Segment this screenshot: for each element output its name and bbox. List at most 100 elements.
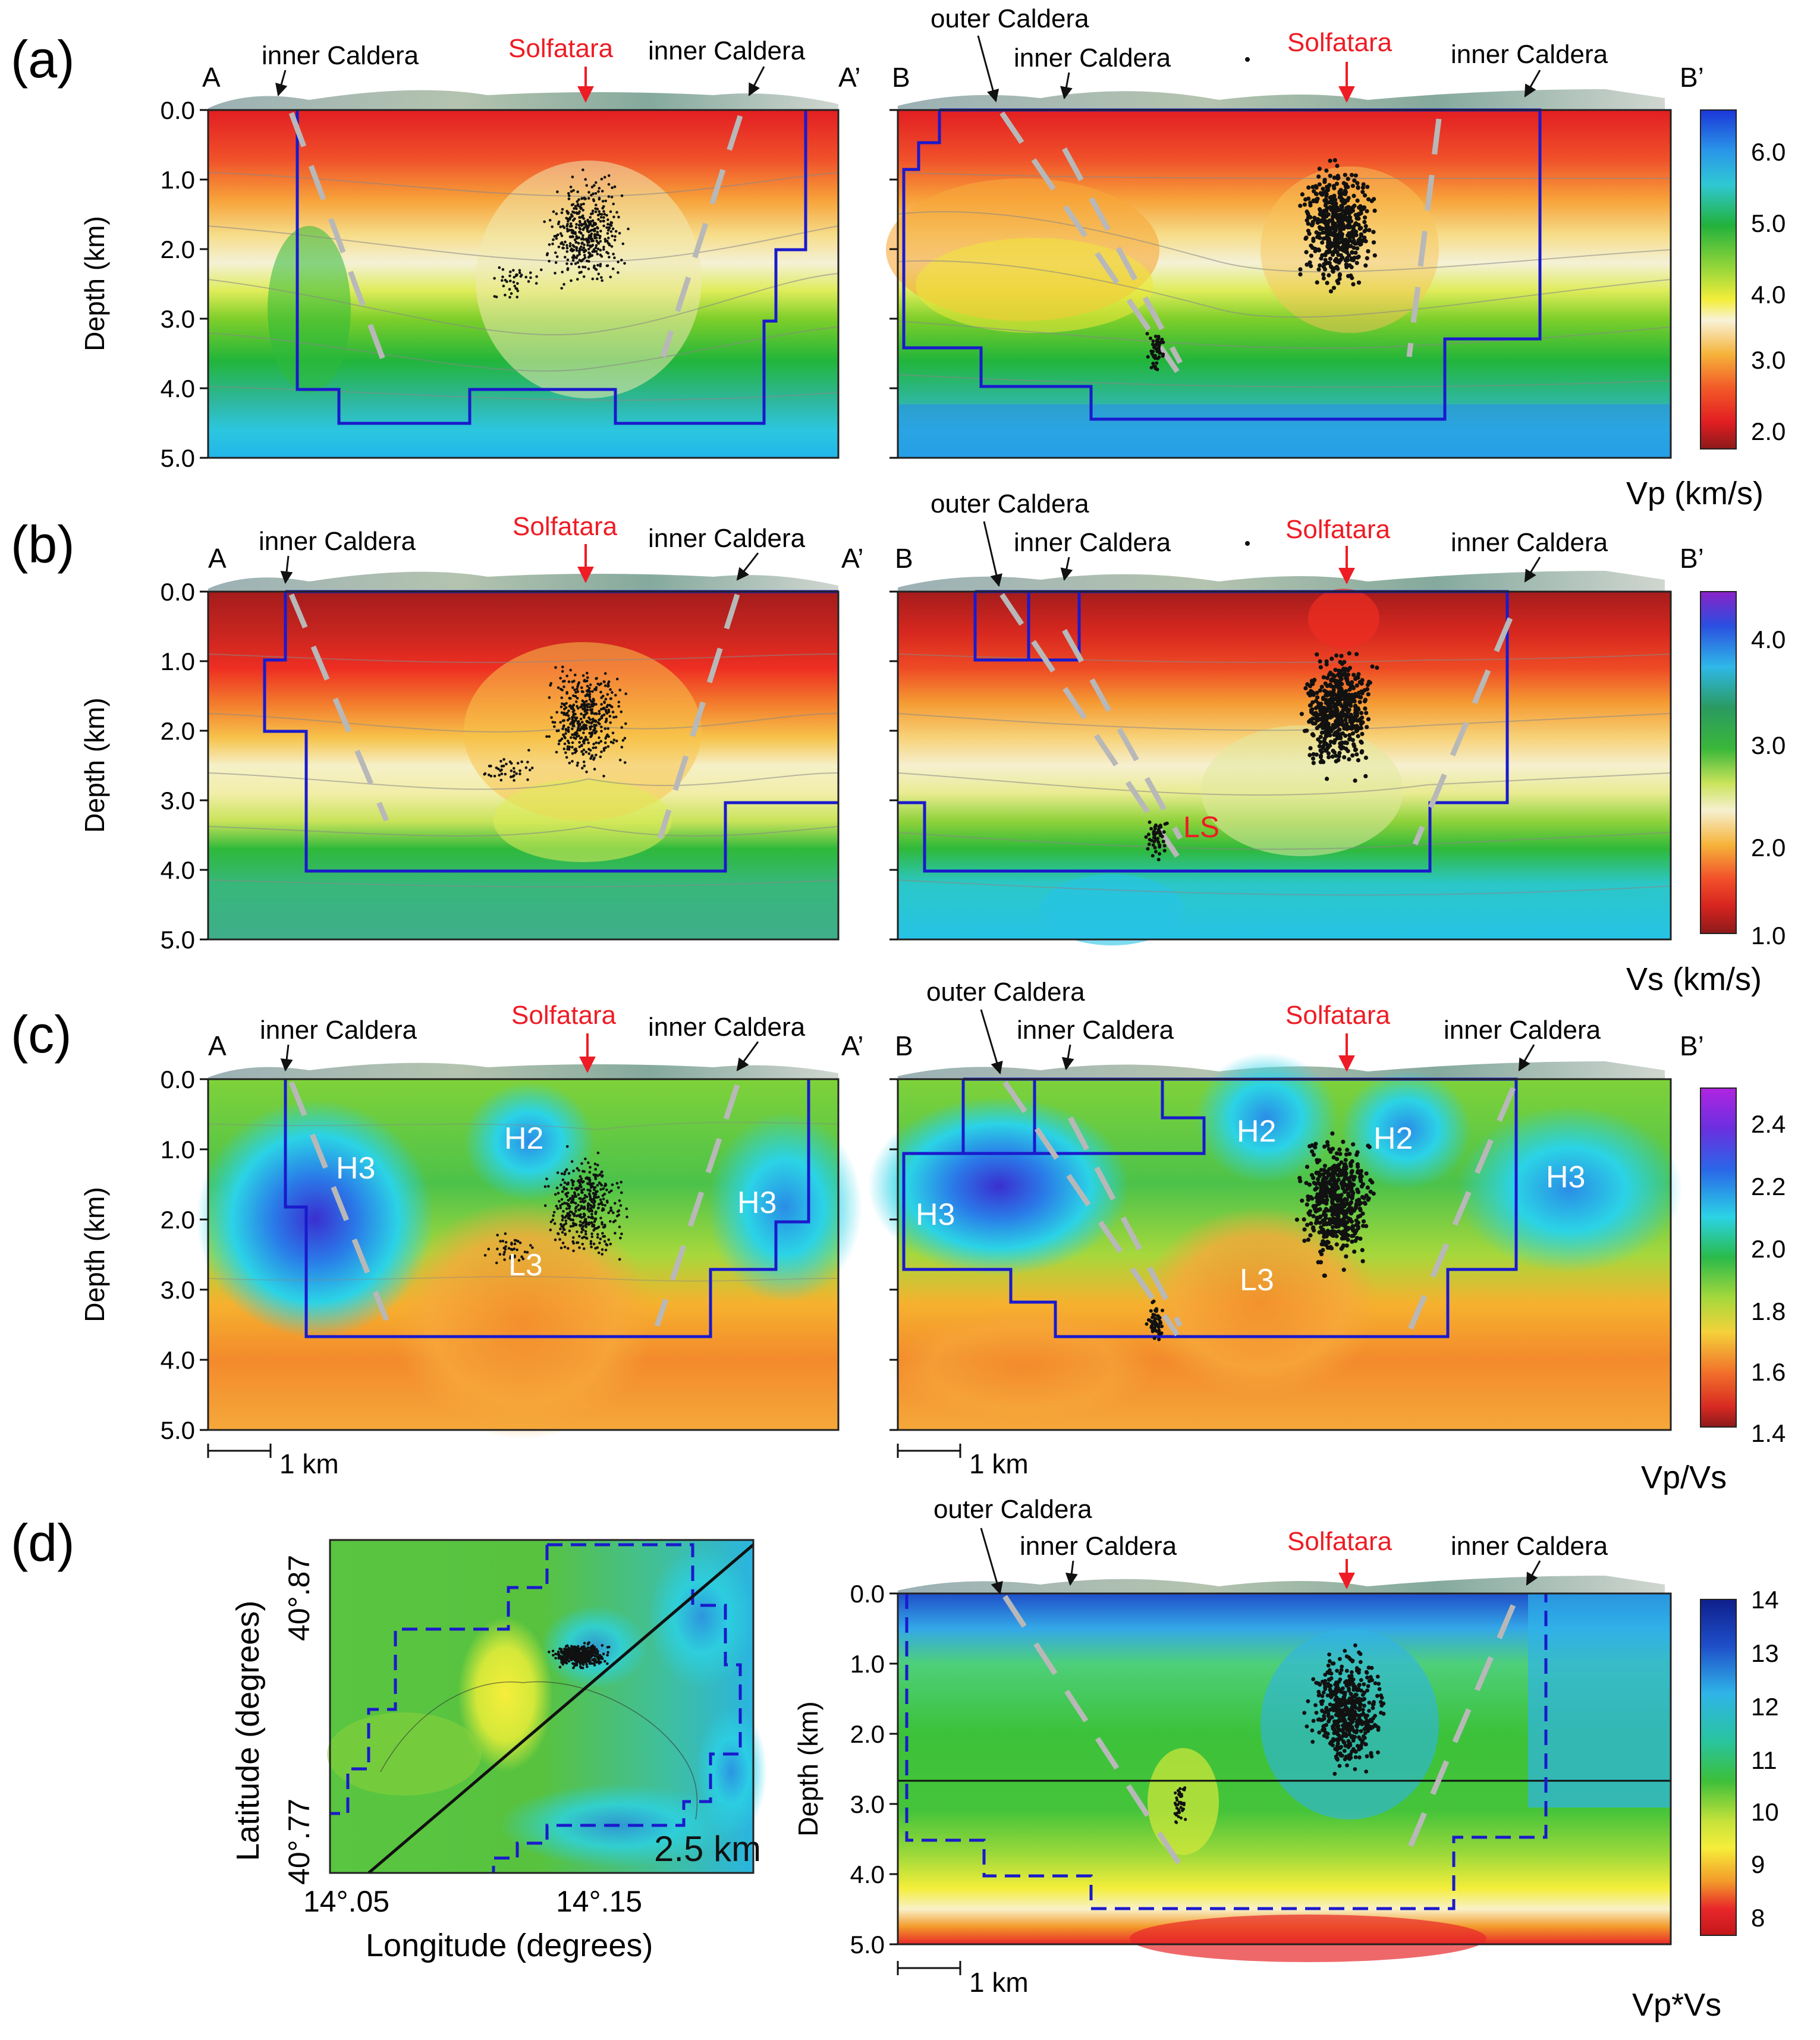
hypocenter-dot: [561, 225, 565, 228]
hypocenter-dot: [589, 690, 592, 693]
hypocenter-dot: [591, 1652, 595, 1656]
hypocenter-dot: [514, 274, 518, 278]
hypocenter-dot: [1152, 364, 1156, 368]
hypocenter-dot: [609, 275, 612, 279]
hypocenter-dot: [1313, 714, 1318, 719]
hypocenter-dot: [613, 238, 617, 242]
hypocenter-dot: [580, 207, 583, 210]
hypocenter-dot: [589, 706, 592, 709]
colorbar-tick: 6.0: [1751, 138, 1786, 166]
hypocenter-dot: [1351, 1715, 1356, 1720]
hypocenter-dot: [1354, 1730, 1359, 1735]
hypocenter-dot: [1340, 1180, 1344, 1185]
fault-line: [1406, 118, 1442, 357]
hypocenter-dot: [568, 216, 572, 219]
hypocenter-dot: [1339, 1160, 1344, 1165]
hypocenter-dot: [585, 184, 588, 187]
hypocenter-dot: [1330, 699, 1335, 703]
hypocenter-dot: [614, 1231, 617, 1235]
hypocenter-dot: [508, 288, 511, 291]
section-b-vpvs-product: outer Caldera inner Caldera Solfatara in…: [897, 1495, 1672, 1998]
hypocenter-dot: [588, 244, 592, 247]
hypocenter-dot: [1156, 335, 1161, 338]
hypocenter-dot: [555, 212, 558, 215]
hypocenter-dot: [1329, 1671, 1334, 1676]
hypocenter-dot: [1146, 832, 1151, 837]
hypocenter-dot: [1341, 1268, 1346, 1272]
hypocenter-dot: [561, 1218, 564, 1222]
hypocenter-dot: [585, 689, 589, 693]
hypocenter-dot: [1323, 748, 1328, 753]
hypocenter-dot: [1362, 1703, 1366, 1708]
hypocenter-dot: [1343, 1197, 1347, 1202]
hypocenter-dot: [1344, 1755, 1349, 1759]
hypocenter-dot: [1351, 282, 1356, 287]
hypocenter-dot: [559, 1227, 562, 1231]
hypocenter-dot: [1343, 1174, 1348, 1179]
hypocenter-dot: [571, 235, 574, 238]
hypocenter-dot: [1370, 664, 1375, 669]
hypocenter-dot: [590, 725, 593, 728]
hypocenter-dot: [1313, 246, 1318, 252]
hypocenter-dot: [1333, 668, 1338, 672]
hypocenter-dot: [500, 772, 504, 775]
hypocenter-dot: [554, 666, 557, 669]
outer-caldera-label: outer Caldera: [933, 1495, 1092, 1524]
hypocenter-dot: [1359, 1178, 1363, 1183]
hypocenter-dot: [488, 774, 491, 777]
hypocenter-dot: [596, 1650, 599, 1654]
hypocenter-dot: [551, 1218, 555, 1221]
hypocenter-dot: [624, 722, 627, 725]
hypocenter-dot: [1329, 1707, 1334, 1712]
hypocenter-dot: [602, 1187, 605, 1190]
hypocenter-dot: [529, 276, 532, 279]
hypocenter-dot: [1359, 1184, 1364, 1189]
hypocenter-dot: [616, 1210, 620, 1213]
hypocenter-dot: [611, 691, 614, 694]
hypocenter-dot: [1345, 695, 1350, 700]
hypocenter-dot: [603, 1240, 606, 1243]
hypocenter-dot: [1154, 850, 1158, 854]
hypocenter-dot: [582, 1180, 585, 1183]
hypocenter-dot: [579, 1183, 582, 1187]
hypocenter-dot: [1337, 276, 1342, 281]
section-b-right: H3 H2 H2 H3 L3 B B’ outer Caldera inner …: [868, 977, 1704, 1479]
hypocenter-dot: [1314, 199, 1319, 204]
hypocenter-dot: [543, 220, 546, 224]
hypocenter-dot: [1300, 1198, 1305, 1203]
hypocenter-dot: [1147, 842, 1151, 846]
hypocenter-dot: [561, 669, 564, 673]
hypocenter-dot: [1335, 1756, 1340, 1761]
hypocenter-dot: [577, 241, 580, 245]
hypocenter-dot: [1334, 653, 1339, 658]
hypocenter-dot: [1317, 1215, 1322, 1219]
hypocenter-dot: [548, 243, 551, 246]
hypocenter-dot: [1151, 350, 1155, 354]
hypocenter-dot: [1342, 755, 1347, 760]
solfatara-label: Solfatara: [508, 34, 614, 63]
hypocenter-dot: [585, 770, 588, 774]
hypocenter-dot: [582, 275, 586, 278]
hypocenter-dot: [603, 1659, 606, 1663]
hypocenter-dot: [607, 1238, 610, 1241]
hypocenter-dot: [612, 253, 615, 256]
hypocenter-dot: [617, 700, 621, 704]
hypocenter-dot: [493, 276, 496, 280]
hypocenter-dot: [1331, 1661, 1336, 1666]
hypocenter-dot: [1315, 1218, 1319, 1222]
hypocenter-dot: [549, 682, 553, 685]
hypocenter-dot: [600, 703, 603, 706]
hypocenter-dot: [1310, 1149, 1315, 1154]
hypocenter-dot: [1325, 281, 1329, 285]
hypocenter-dot: [1343, 1680, 1347, 1685]
hypocenter-dot: [1338, 188, 1343, 193]
hypocenter-dot: [543, 1204, 547, 1207]
hypocenter-dot: [1339, 677, 1344, 681]
hypocenter-dot: [1331, 214, 1335, 219]
hypocenter-dot: [1319, 684, 1324, 689]
hypocenter-dot: [595, 741, 598, 744]
hypocenter-dot: [1363, 215, 1368, 220]
hypocenter-dot: [599, 230, 602, 233]
hypocenters: [483, 1145, 628, 1266]
hypocenter-dot: [1356, 672, 1361, 677]
